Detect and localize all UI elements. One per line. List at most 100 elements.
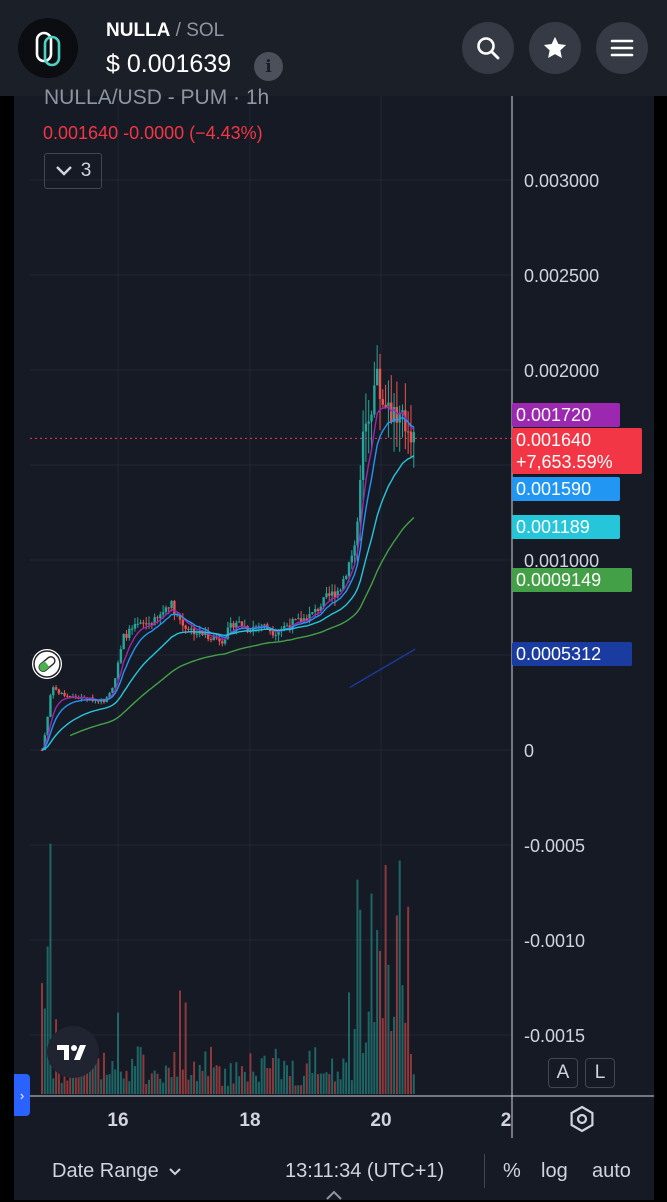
candle-body: [184, 625, 187, 629]
log-scale-button[interactable]: L: [585, 1058, 615, 1088]
volume-bar: [283, 1060, 286, 1094]
info-icon[interactable]: i: [254, 52, 283, 81]
candles: [40, 345, 415, 751]
tradingview-logo[interactable]: [47, 1026, 99, 1078]
candle-body: [223, 638, 227, 644]
volume-bar: [319, 1073, 322, 1094]
candle-body: [319, 606, 323, 612]
volume-bar: [224, 1068, 227, 1094]
collapse-panel-tab[interactable]: ›: [14, 1074, 30, 1116]
volume-bar: [173, 1051, 176, 1094]
volume-bar: [325, 1072, 328, 1094]
candle-body: [173, 600, 176, 615]
token-name: NULLA: [106, 20, 171, 41]
date-range-label: Date Range: [52, 1160, 159, 1182]
y-tick-label: 0.001000: [524, 551, 599, 571]
candle-body: [308, 613, 311, 622]
candle-body: [122, 633, 125, 650]
volume-bar: [128, 1081, 131, 1094]
ma-line: [69, 517, 415, 737]
price-tag: 0.0009149: [512, 568, 632, 592]
volume-bar: [88, 1062, 91, 1094]
volume-bar: [204, 1051, 207, 1094]
candle-body: [130, 628, 134, 630]
candle-body: [111, 687, 114, 694]
date-range-button[interactable]: Date Range: [52, 1160, 182, 1183]
candle-body: [316, 609, 320, 612]
candle-body: [342, 578, 345, 590]
candle-body: [164, 607, 168, 613]
volume-bar: [102, 1052, 105, 1094]
candle-body: [161, 612, 165, 615]
volume-bar: [238, 1076, 241, 1094]
auto-toggle[interactable]: auto: [592, 1160, 631, 1182]
price-tag-label: 0.001189: [516, 517, 590, 537]
candle-body: [43, 735, 47, 751]
volume-bar: [286, 1065, 289, 1094]
volume-bar: [218, 1066, 221, 1094]
candle-body: [167, 607, 170, 609]
price-value: 0.001639: [126, 50, 232, 78]
volume-bar: [376, 929, 379, 1094]
candle-body: [378, 368, 382, 400]
candle-body: [277, 631, 280, 635]
candle-body: [150, 623, 154, 626]
volume-bar: [86, 1056, 89, 1094]
volume-bar: [190, 1074, 193, 1094]
price-tag: 0.001720: [512, 403, 620, 427]
candle-body: [257, 625, 261, 627]
y-tick-label: 0: [524, 741, 534, 761]
volume-bar: [66, 1080, 69, 1094]
candle-body: [373, 385, 376, 415]
candle-body: [125, 633, 128, 638]
candle-body: [328, 593, 331, 596]
menu-button[interactable]: [596, 22, 648, 74]
volume-bar: [201, 1070, 204, 1094]
volume-bar: [387, 964, 390, 1094]
volume-bar: [393, 1016, 396, 1094]
candle-body: [229, 623, 232, 628]
settings-button[interactable]: [567, 1104, 597, 1134]
y-tick-label: 0.002000: [524, 361, 599, 381]
y-axis: 0.003000 0.002500 0.002000 0.001000 0 -0.0005…: [511, 96, 599, 1138]
search-icon: [477, 37, 500, 60]
candle-body: [384, 404, 387, 409]
volume-bar: [398, 860, 401, 1094]
x-tick-label: 16: [107, 1110, 128, 1131]
volume-bar: [390, 1031, 393, 1094]
favorite-button[interactable]: [529, 22, 581, 74]
volume-bar: [322, 1073, 325, 1094]
candle-body: [128, 628, 131, 638]
auto-scale-button[interactable]: A: [548, 1058, 578, 1088]
volume-bar: [105, 1074, 108, 1094]
candle-body: [325, 593, 328, 598]
volume-bar: [235, 1062, 238, 1094]
token-logo: [18, 18, 78, 78]
candle-body: [181, 619, 185, 626]
indicators-toggle[interactable]: 3: [44, 153, 102, 189]
candle-body: [187, 628, 190, 630]
volume-bar: [347, 992, 350, 1094]
pill-icon[interactable]: [32, 649, 62, 679]
volume-bar: [212, 1067, 215, 1094]
volume-bar: [240, 1066, 243, 1094]
candle-body: [60, 692, 63, 694]
percent-toggle[interactable]: %: [503, 1160, 521, 1182]
volume-bar: [404, 1022, 407, 1094]
volume-bar: [167, 1067, 170, 1094]
candle-body: [322, 597, 325, 607]
volume-bar: [297, 1085, 300, 1094]
volume-bar: [122, 1078, 125, 1094]
candle-body: [206, 632, 210, 640]
bottom-bar: [14, 1138, 654, 1200]
volume-bar: [111, 1061, 114, 1094]
volume-bar: [339, 1079, 342, 1094]
volume-bar: [277, 1058, 280, 1094]
candle-body: [339, 589, 342, 591]
log-toggle[interactable]: log: [541, 1160, 568, 1182]
volume-bar: [139, 1047, 142, 1094]
time-display[interactable]: 13:11:34 (UTC+1): [285, 1160, 445, 1182]
volume-bar: [229, 1063, 232, 1094]
search-button[interactable]: [462, 22, 514, 74]
